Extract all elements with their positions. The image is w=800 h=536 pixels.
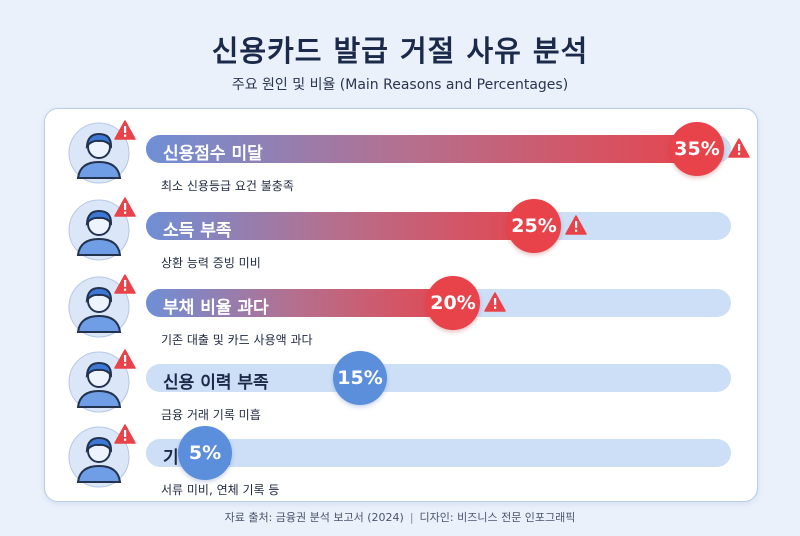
bar-label: 부채 비율 과다 (163, 298, 269, 318)
data-label: 35% (670, 122, 724, 176)
bar (146, 289, 472, 317)
bar-description: 기존 대출 및 카드 사용액 과다 (161, 333, 313, 347)
data-label: 25% (507, 199, 561, 253)
warning-icon (114, 424, 136, 444)
footer: 자료 출처: 금융권 분석 보고서 (2024) | 디자인: 비즈니스 전문 인포… (0, 509, 800, 525)
bar-label: 소득 부족 (163, 221, 232, 241)
bar-track (146, 439, 731, 467)
person-avatar-icon (68, 122, 130, 184)
page-title: 신용카드 발급 거절 사유 분석 (211, 34, 589, 68)
page-subtitle: 주요 원인 및 비율 (Main Reasons and Percentages… (231, 77, 569, 93)
chart-row: 기타 요인서류 미비, 연체 기록 등5% (0, 424, 800, 502)
warning-icon (565, 215, 587, 235)
bar-description: 서류 미비, 연체 기록 등 (161, 483, 280, 497)
bar-description: 금융 거래 기록 미흡 (161, 408, 261, 422)
bar (146, 135, 716, 163)
bar-description: 상환 능력 증빙 미비 (161, 256, 261, 270)
warning-icon (114, 349, 136, 369)
person-avatar-icon (68, 199, 130, 261)
warning-icon (114, 120, 136, 140)
data-label: 20% (426, 276, 480, 330)
warning-icon (484, 292, 506, 312)
warning-icon (114, 197, 136, 217)
bar-label: 신용 이력 부족 (163, 373, 269, 393)
warning-icon (728, 138, 750, 158)
data-label: 5% (178, 426, 232, 480)
person-avatar-icon (68, 426, 130, 488)
warning-icon (114, 274, 136, 294)
bar-track (146, 212, 731, 240)
footer-design: 디자인: 비즈니스 전문 인포그래픽 (419, 511, 576, 524)
person-avatar-icon (68, 276, 130, 338)
footer-source: 자료 출처: 금융권 분석 보고서 (2024) (224, 511, 404, 524)
bar-track (146, 135, 731, 163)
bar-description: 최소 신용등급 요건 불충족 (161, 179, 294, 193)
data-label: 15% (333, 351, 387, 405)
bar-label: 신용점수 미달 (163, 144, 263, 164)
bar (146, 212, 553, 240)
person-avatar-icon (68, 351, 130, 413)
footer-separator: | (409, 511, 414, 524)
